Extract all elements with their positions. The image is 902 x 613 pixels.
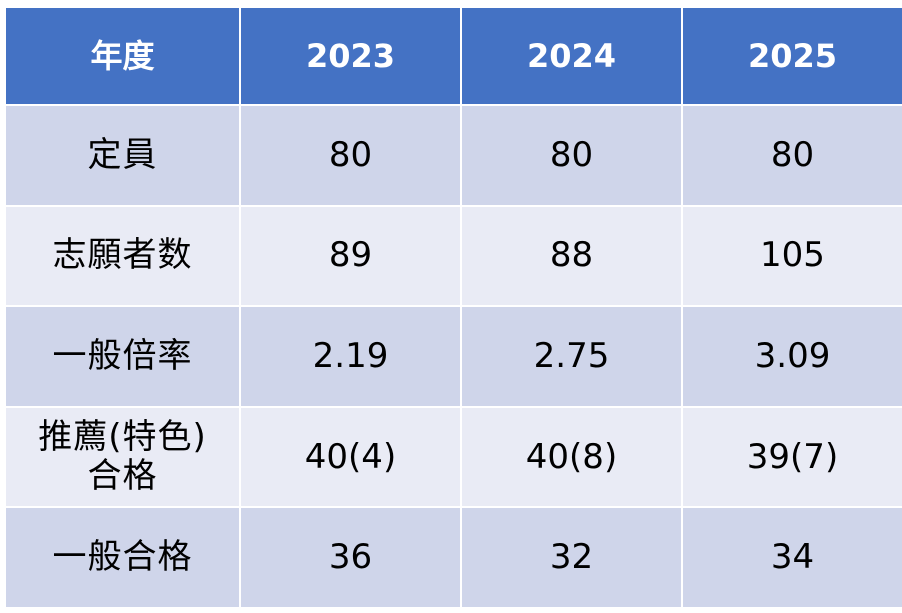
row-label: 推薦(特色) 合格 <box>6 407 239 507</box>
table-cell: 80 <box>462 106 681 205</box>
table-cell: 2.75 <box>462 307 681 406</box>
row-label: 志願者数 <box>6 206 239 306</box>
row-label: 一般倍率 <box>6 307 239 406</box>
table-row-recommendation-pass: 推薦(特色) 合格 40(4) 40(8) 39(7) <box>6 407 902 507</box>
table-row-general-ratio: 一般倍率 2.19 2.75 3.09 <box>6 307 902 406</box>
row-label-line2: 合格 <box>87 455 158 496</box>
header-year-label: 年度 <box>6 8 239 104</box>
table-cell: 89 <box>241 206 460 306</box>
table-cell: 32 <box>462 508 681 607</box>
header-2023: 2023 <box>241 8 460 104</box>
table-cell: 2.19 <box>241 307 460 406</box>
table-cell: 105 <box>683 206 902 306</box>
table-cell: 80 <box>683 106 902 205</box>
table-cell: 39(7) <box>683 407 902 507</box>
row-label-line1: 推薦(特色) <box>38 416 207 457</box>
table-cell: 34 <box>683 508 902 607</box>
table-cell: 40(8) <box>462 407 681 507</box>
table-cell: 40(4) <box>241 407 460 507</box>
table-row-applicants: 志願者数 89 88 105 <box>6 206 902 306</box>
table-row-capacity: 定員 80 80 80 <box>6 106 902 205</box>
table-cell: 88 <box>462 206 681 306</box>
table-cell: 80 <box>241 106 460 205</box>
row-label: 一般合格 <box>6 508 239 607</box>
row-label-multiline: 推薦(特色) 合格 <box>38 416 207 496</box>
header-2024: 2024 <box>462 8 681 104</box>
table-cell: 3.09 <box>683 307 902 406</box>
row-label: 定員 <box>6 106 239 205</box>
table-cell: 36 <box>241 508 460 607</box>
admission-stats-table: 年度 2023 2024 2025 定員 80 80 80 志願者数 89 88… <box>4 6 902 609</box>
admission-stats-table-wrapper: 年度 2023 2024 2025 定員 80 80 80 志願者数 89 88… <box>4 6 902 609</box>
header-2025: 2025 <box>683 8 902 104</box>
table-row-general-pass: 一般合格 36 32 34 <box>6 508 902 607</box>
header-row: 年度 2023 2024 2025 <box>6 8 902 104</box>
